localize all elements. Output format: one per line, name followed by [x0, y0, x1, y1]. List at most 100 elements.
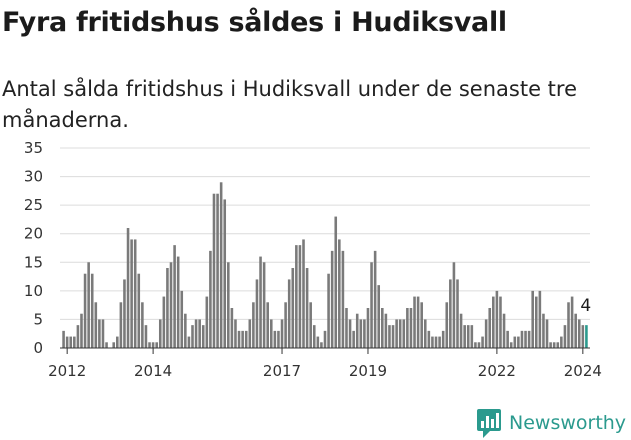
bar-latest: [585, 325, 588, 348]
bar: [166, 268, 169, 348]
bar: [402, 319, 406, 348]
bar: [363, 319, 366, 348]
bar: [434, 336, 438, 348]
bar: [556, 342, 560, 348]
bar: [345, 308, 348, 348]
bar: [191, 325, 194, 348]
bar: [348, 319, 352, 348]
bar: [502, 313, 506, 348]
bar: [219, 182, 223, 348]
bar: [76, 325, 80, 348]
bar: [373, 250, 377, 348]
bar: [248, 319, 252, 348]
y-tick-label: 25: [24, 196, 43, 214]
bar: [488, 308, 492, 348]
bar: [273, 330, 277, 348]
bar: [420, 302, 423, 348]
bar: [452, 262, 456, 348]
bar: [574, 313, 577, 348]
bars: [62, 182, 588, 348]
bar: [441, 330, 445, 348]
bar: [209, 250, 212, 348]
bar: [180, 290, 184, 348]
bar: [456, 279, 459, 348]
bar: [262, 262, 266, 348]
bar: [538, 290, 542, 348]
bar: [370, 262, 373, 348]
bar: [423, 319, 427, 348]
y-tick-label: 0: [33, 339, 43, 357]
bar: [570, 296, 574, 348]
y-tick-label: 15: [24, 253, 43, 271]
bar: [287, 279, 291, 348]
bar: [563, 325, 567, 348]
bar: [176, 256, 180, 348]
bar: [112, 342, 116, 348]
bar: [212, 193, 216, 348]
bar: [83, 273, 87, 348]
bar: [269, 319, 273, 348]
bar: [234, 319, 237, 348]
bar: [352, 330, 355, 348]
bar: [359, 319, 363, 348]
bar: [384, 313, 388, 348]
bar: [545, 319, 549, 348]
bar: [341, 250, 345, 348]
bar: [459, 313, 463, 348]
x-tick-label: 2012: [48, 362, 86, 380]
y-tick-label: 30: [24, 168, 43, 186]
bar: [438, 336, 441, 348]
bar: [552, 342, 556, 348]
bar: [517, 336, 520, 348]
bar: [377, 285, 381, 348]
chart-subtitle: Antal sålda fritidshus i Hudiksvall unde…: [2, 77, 577, 132]
x-tick-label: 2022: [478, 362, 516, 380]
bar: [513, 336, 517, 348]
bar: [137, 273, 141, 348]
bar: [381, 308, 384, 348]
bar: [90, 273, 94, 348]
bar: [355, 313, 359, 348]
bar: [141, 302, 144, 348]
bar: [184, 313, 187, 348]
bar: [309, 302, 312, 348]
bar: [395, 319, 398, 348]
bar: [126, 228, 130, 348]
bar: [320, 342, 323, 348]
bar: [413, 296, 416, 348]
bar: [474, 342, 477, 348]
bar: [105, 342, 108, 348]
x-axis: 2012 2014 2017 2019 2022 2024: [48, 348, 602, 380]
bar: [449, 279, 452, 348]
bar: [101, 319, 105, 348]
chart-title: Fyra fritidshus såldes i Hudiksvall: [2, 7, 507, 38]
bar: [280, 319, 284, 348]
bar: [162, 296, 166, 348]
bar: [495, 290, 499, 348]
bar: [295, 245, 298, 348]
last-value-label: 4: [580, 296, 591, 316]
bar: [144, 325, 148, 348]
bar: [431, 336, 434, 348]
bar: [470, 325, 474, 348]
bar: [216, 193, 219, 348]
bar: [338, 239, 341, 348]
bar: [65, 336, 69, 348]
bar: [69, 336, 73, 348]
bar: [259, 256, 262, 348]
bar: [155, 342, 158, 348]
bar: [119, 302, 123, 348]
bar: [244, 330, 248, 348]
bar: [227, 262, 230, 348]
bar: [255, 279, 259, 348]
bar: [80, 313, 83, 348]
bar: [194, 319, 198, 348]
bar: [237, 330, 241, 348]
bar: [531, 290, 534, 348]
bar: [305, 268, 309, 348]
y-axis: 0 5 10 15 20 25 30 35: [24, 139, 43, 357]
bar: [116, 336, 119, 348]
bar: [524, 330, 527, 348]
bar: [427, 330, 431, 348]
bar: [241, 330, 244, 348]
